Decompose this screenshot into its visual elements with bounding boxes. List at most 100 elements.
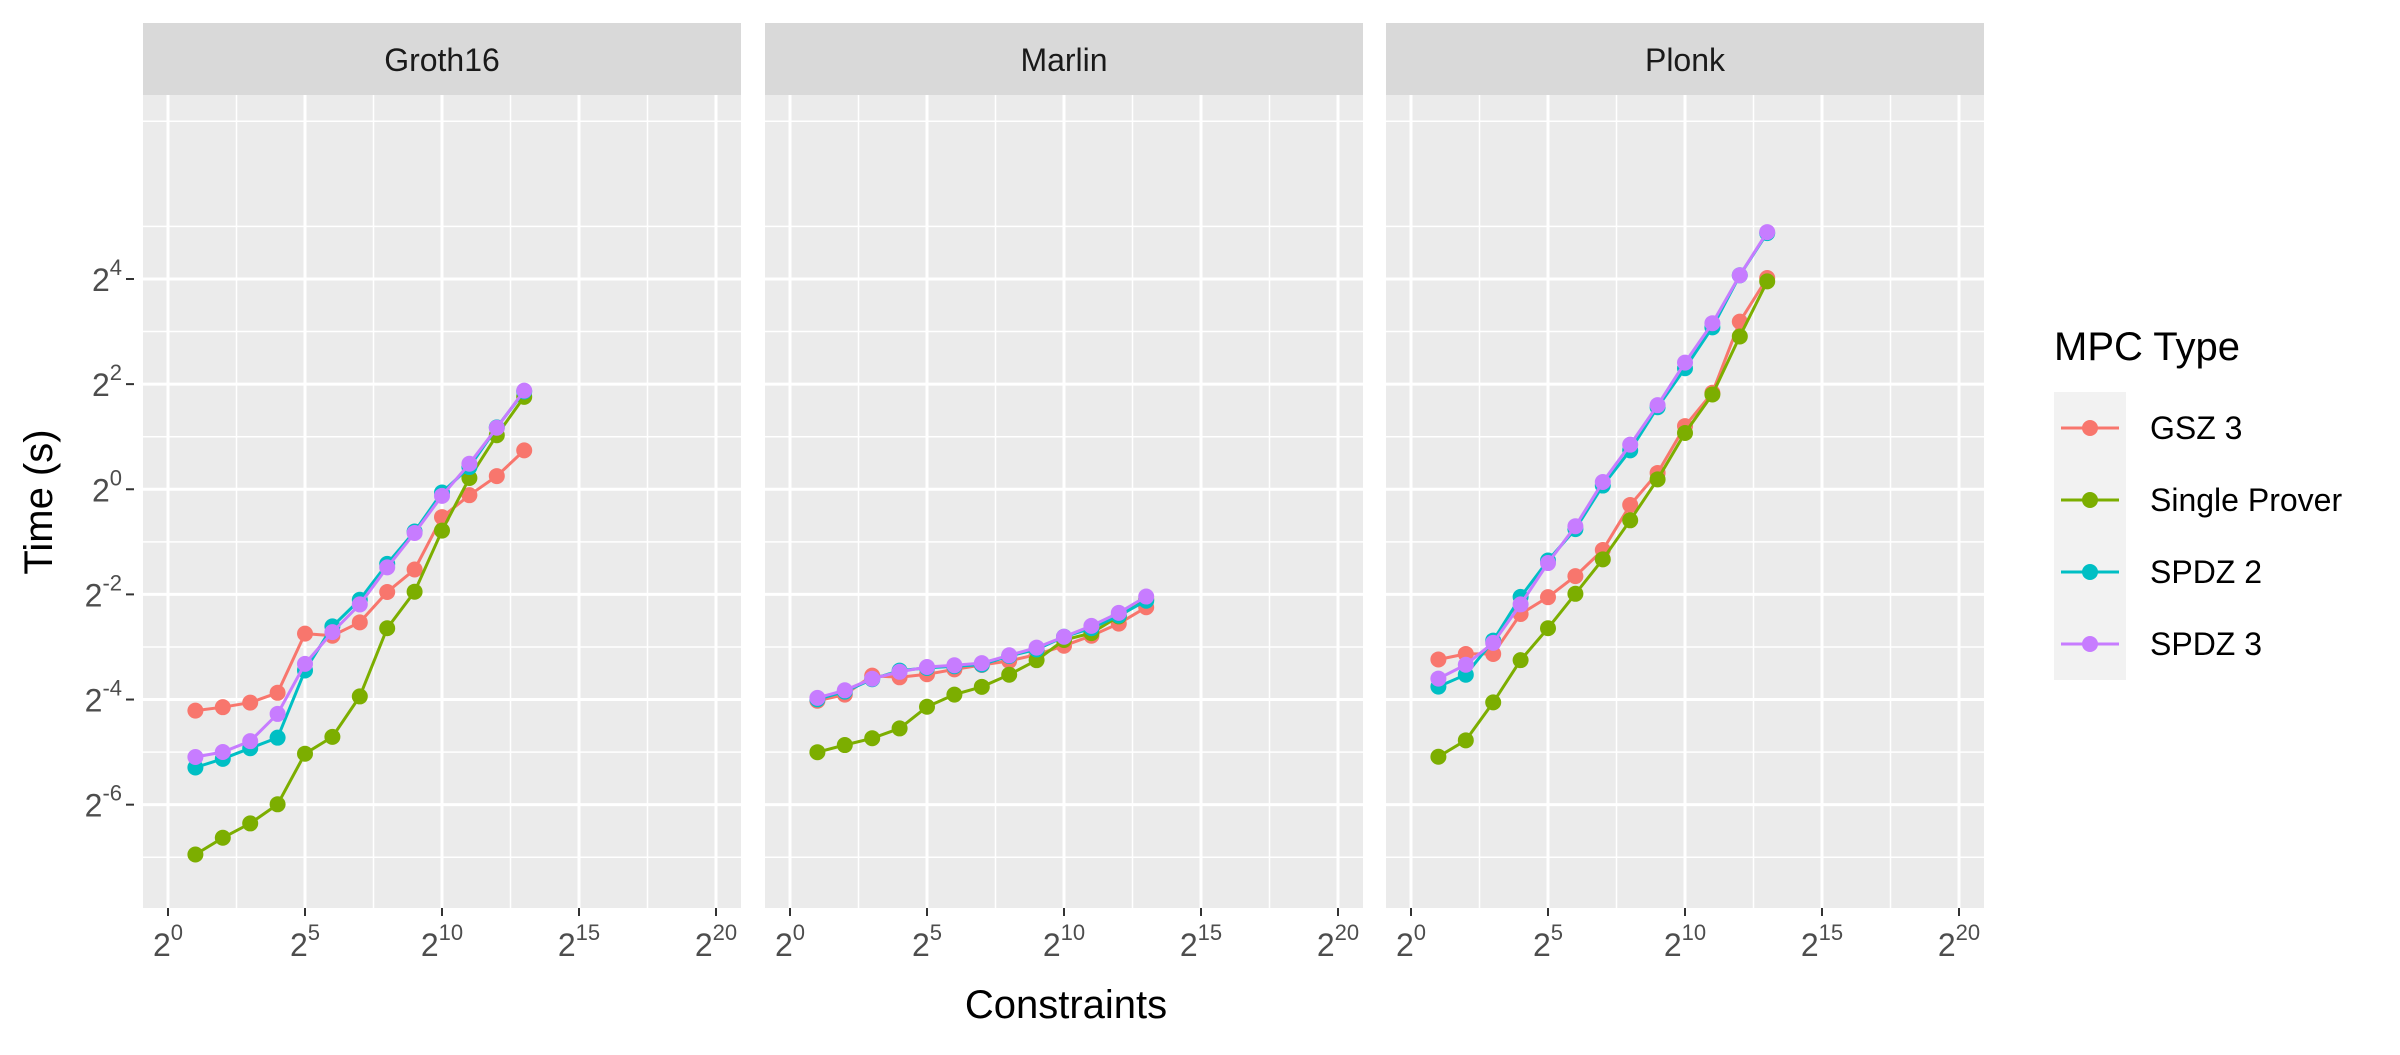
series-single-prover xyxy=(187,388,533,863)
data-point xyxy=(836,682,853,699)
data-point xyxy=(1704,315,1721,332)
data-point xyxy=(269,796,286,813)
data-point xyxy=(324,624,341,641)
data-point xyxy=(187,702,204,719)
data-point xyxy=(1028,639,1045,656)
data-point xyxy=(1430,651,1447,668)
data-point xyxy=(461,487,478,504)
data-point xyxy=(1567,568,1584,585)
data-point xyxy=(1001,647,1018,664)
data-point xyxy=(1485,634,1502,651)
data-point xyxy=(809,744,826,761)
data-point xyxy=(488,419,505,436)
data-point xyxy=(379,584,396,601)
legend-label: GSZ 3 xyxy=(2150,410,2242,446)
data-point xyxy=(1430,748,1447,765)
x-tick-label: 20 xyxy=(1396,920,1426,963)
series-single-prover xyxy=(1430,273,1776,765)
legend-label: SPDZ 2 xyxy=(2150,554,2262,590)
x-tick-label: 220 xyxy=(1317,920,1359,963)
facet-strip xyxy=(1386,23,1984,95)
data-point xyxy=(864,730,881,747)
series-spdz-3 xyxy=(1430,224,1776,687)
data-point xyxy=(1540,555,1556,572)
data-point xyxy=(1567,518,1584,535)
data-point xyxy=(1759,273,1776,290)
legend-key-point xyxy=(2082,420,2098,436)
data-point xyxy=(434,487,450,504)
legend-key-point xyxy=(2082,636,2098,652)
legend-key-point xyxy=(2082,492,2098,508)
legend-title: MPC Type xyxy=(2054,325,2240,369)
series-spdz-3 xyxy=(809,588,1155,706)
data-point xyxy=(973,678,990,695)
facet-strip xyxy=(143,23,741,95)
data-point xyxy=(516,442,533,459)
x-axis-title: Constraints xyxy=(965,983,1167,1027)
legend: MPC Type GSZ 3 Single Prover SPDZ 2 SPDZ 3 xyxy=(2054,325,2342,680)
x-tick-label: 215 xyxy=(1801,920,1843,963)
data-point xyxy=(919,698,935,715)
x-tick-label: 25 xyxy=(1533,920,1563,963)
x-tick-label: 215 xyxy=(558,920,600,963)
data-point xyxy=(1677,354,1693,371)
data-point xyxy=(488,468,505,485)
data-point xyxy=(1056,628,1072,645)
data-point xyxy=(242,733,259,750)
data-point xyxy=(461,470,478,487)
data-point xyxy=(242,815,259,832)
y-tick-label: 22 xyxy=(92,360,122,403)
series-gsz-3 xyxy=(187,442,533,719)
data-point xyxy=(836,737,853,754)
data-point xyxy=(379,559,396,576)
facet-title: Plonk xyxy=(1645,42,1726,78)
data-point xyxy=(946,686,963,703)
y-tick-label: 2-6 xyxy=(85,781,122,824)
data-point xyxy=(1540,589,1556,606)
data-point xyxy=(864,670,881,687)
legend-label: Single Prover xyxy=(2150,482,2342,518)
data-point xyxy=(1622,496,1639,513)
x-tick-label: 210 xyxy=(421,920,463,963)
data-point xyxy=(946,657,963,674)
data-point xyxy=(1485,694,1502,711)
data-point xyxy=(1512,652,1529,669)
data-point xyxy=(1594,474,1611,491)
series-spdz-3 xyxy=(187,382,533,765)
data-point xyxy=(1457,656,1474,673)
data-point xyxy=(891,720,908,737)
data-point xyxy=(1622,512,1639,529)
data-point xyxy=(406,524,423,541)
data-point xyxy=(1649,397,1666,414)
data-point xyxy=(269,705,286,722)
data-point xyxy=(297,745,313,762)
data-point xyxy=(1110,604,1127,621)
legend-label: SPDZ 3 xyxy=(2150,626,2262,662)
data-point xyxy=(269,684,286,701)
data-point xyxy=(406,561,423,578)
data-point xyxy=(516,382,533,399)
data-point xyxy=(351,614,368,631)
data-point xyxy=(1457,732,1474,749)
data-point xyxy=(919,658,935,675)
data-point xyxy=(1677,424,1693,441)
data-point xyxy=(973,655,990,672)
data-point xyxy=(461,455,478,472)
data-point xyxy=(1430,670,1447,687)
data-point xyxy=(297,625,313,642)
x-tick-label: 210 xyxy=(1664,920,1706,963)
data-point xyxy=(1704,386,1721,403)
data-point xyxy=(1649,471,1666,488)
y-tick-label: 2-2 xyxy=(85,570,122,613)
facet-panel-plonk: Plonk 20 25 210 215 220 xyxy=(1386,23,1984,963)
y-tick-label: 2-4 xyxy=(85,676,122,719)
data-point xyxy=(214,743,231,760)
data-point xyxy=(351,596,368,613)
data-point xyxy=(1567,585,1584,602)
data-point xyxy=(891,663,908,680)
data-point xyxy=(1731,328,1748,345)
data-point xyxy=(406,583,423,600)
x-tick-label: 20 xyxy=(775,920,805,963)
